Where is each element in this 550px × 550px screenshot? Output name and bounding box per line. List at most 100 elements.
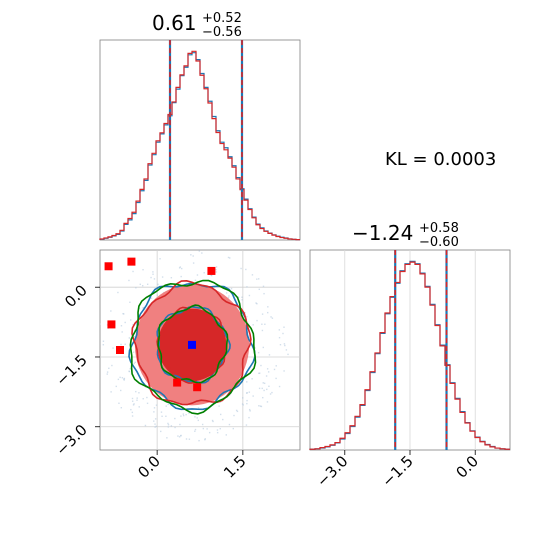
sample-point [282, 332, 284, 335]
sample-point [215, 271, 218, 273]
sample-point [166, 437, 168, 439]
sample-point [117, 378, 120, 381]
sample-point [252, 395, 254, 397]
sample-point [218, 405, 220, 407]
sample-point [283, 343, 286, 345]
sample-point [242, 404, 244, 406]
sample-point [227, 256, 230, 259]
sample-point [260, 364, 262, 367]
sample-point [132, 404, 135, 406]
sample-point [146, 402, 149, 405]
sample-point [194, 416, 196, 418]
sample-point [112, 347, 114, 349]
sample-point [142, 284, 144, 287]
sample-point [180, 415, 182, 417]
sample-point [110, 310, 112, 312]
hist-2-title-plus: +0.58 [419, 221, 459, 236]
scatter-frame [99, 249, 301, 451]
sample-point [268, 385, 270, 388]
sample-point [228, 295, 230, 297]
sample-point [138, 392, 140, 394]
sample-point [246, 286, 248, 288]
sample-point [174, 426, 176, 429]
sample-point [257, 351, 260, 354]
sample-point [258, 288, 260, 291]
sample-point [246, 381, 248, 383]
sample-point [204, 438, 206, 440]
sample-point [285, 349, 288, 351]
sample-point [225, 292, 228, 294]
sample-point [110, 391, 112, 393]
sample-point [261, 313, 264, 315]
sample-point [159, 258, 161, 260]
sample-point [170, 425, 173, 427]
sample-point [188, 438, 191, 440]
sample-point [251, 274, 254, 276]
sample-point [271, 317, 274, 319]
sample-point [246, 392, 248, 394]
sample-point [219, 401, 222, 403]
sample-point [120, 343, 122, 346]
sample-point [152, 271, 154, 273]
sample-point [211, 419, 214, 422]
sample-point [170, 277, 173, 279]
sample-point [229, 257, 231, 259]
sample-point [180, 435, 182, 437]
sample-point [258, 278, 260, 280]
sample-point [192, 255, 194, 257]
sample-point [153, 407, 156, 409]
sample-point [120, 389, 122, 392]
sample-point [182, 413, 184, 415]
scatter-ytick-label-2: −3.0 [52, 421, 90, 459]
sample-point [165, 405, 167, 407]
sample-point [275, 377, 277, 380]
red-marker-1 [127, 257, 136, 266]
sample-point [262, 396, 264, 399]
sample-point [142, 307, 144, 309]
sample-point [252, 324, 254, 326]
sample-point [267, 371, 270, 373]
sample-point [256, 303, 258, 305]
sample-point [256, 319, 258, 322]
sample-point [177, 435, 179, 437]
sample-point [249, 410, 251, 412]
sample-point [136, 399, 138, 401]
sample-point [122, 312, 124, 315]
sample-point [194, 428, 197, 431]
sample-point [245, 424, 248, 426]
sample-point [261, 329, 264, 332]
sample-point [241, 403, 244, 405]
sample-point [287, 353, 289, 356]
sample-point [202, 427, 205, 430]
sample-point [284, 344, 286, 347]
sample-point [154, 423, 156, 425]
sample-point [245, 268, 247, 271]
sample-point [138, 406, 140, 408]
sample-point [271, 391, 273, 394]
sample-point [185, 438, 188, 440]
scatter-xtick-label-0: 0.0 [134, 452, 164, 482]
sample-point [219, 413, 222, 416]
sample-point [246, 399, 248, 402]
sample-point [263, 292, 265, 295]
sample-point [135, 390, 137, 393]
sample-point [142, 398, 144, 400]
sample-point [278, 329, 281, 331]
sample-point [251, 378, 253, 380]
sample-point [270, 316, 272, 318]
hist-2-title-value: −1.24 [352, 221, 413, 245]
sample-point [153, 411, 155, 413]
kl-annotation: KL = 0.0003 [385, 149, 496, 170]
hist-2-title-minus: −0.60 [419, 235, 459, 250]
sample-point [267, 306, 269, 308]
contour-line-5 [157, 304, 229, 384]
center-marker [188, 340, 196, 349]
sample-point [258, 372, 260, 375]
sample-point [135, 287, 137, 289]
sample-point [133, 403, 135, 405]
sample-point [167, 426, 170, 428]
sample-point [237, 296, 240, 298]
sample-point [236, 410, 239, 413]
sample-point [203, 272, 205, 274]
sample-point [132, 270, 134, 273]
